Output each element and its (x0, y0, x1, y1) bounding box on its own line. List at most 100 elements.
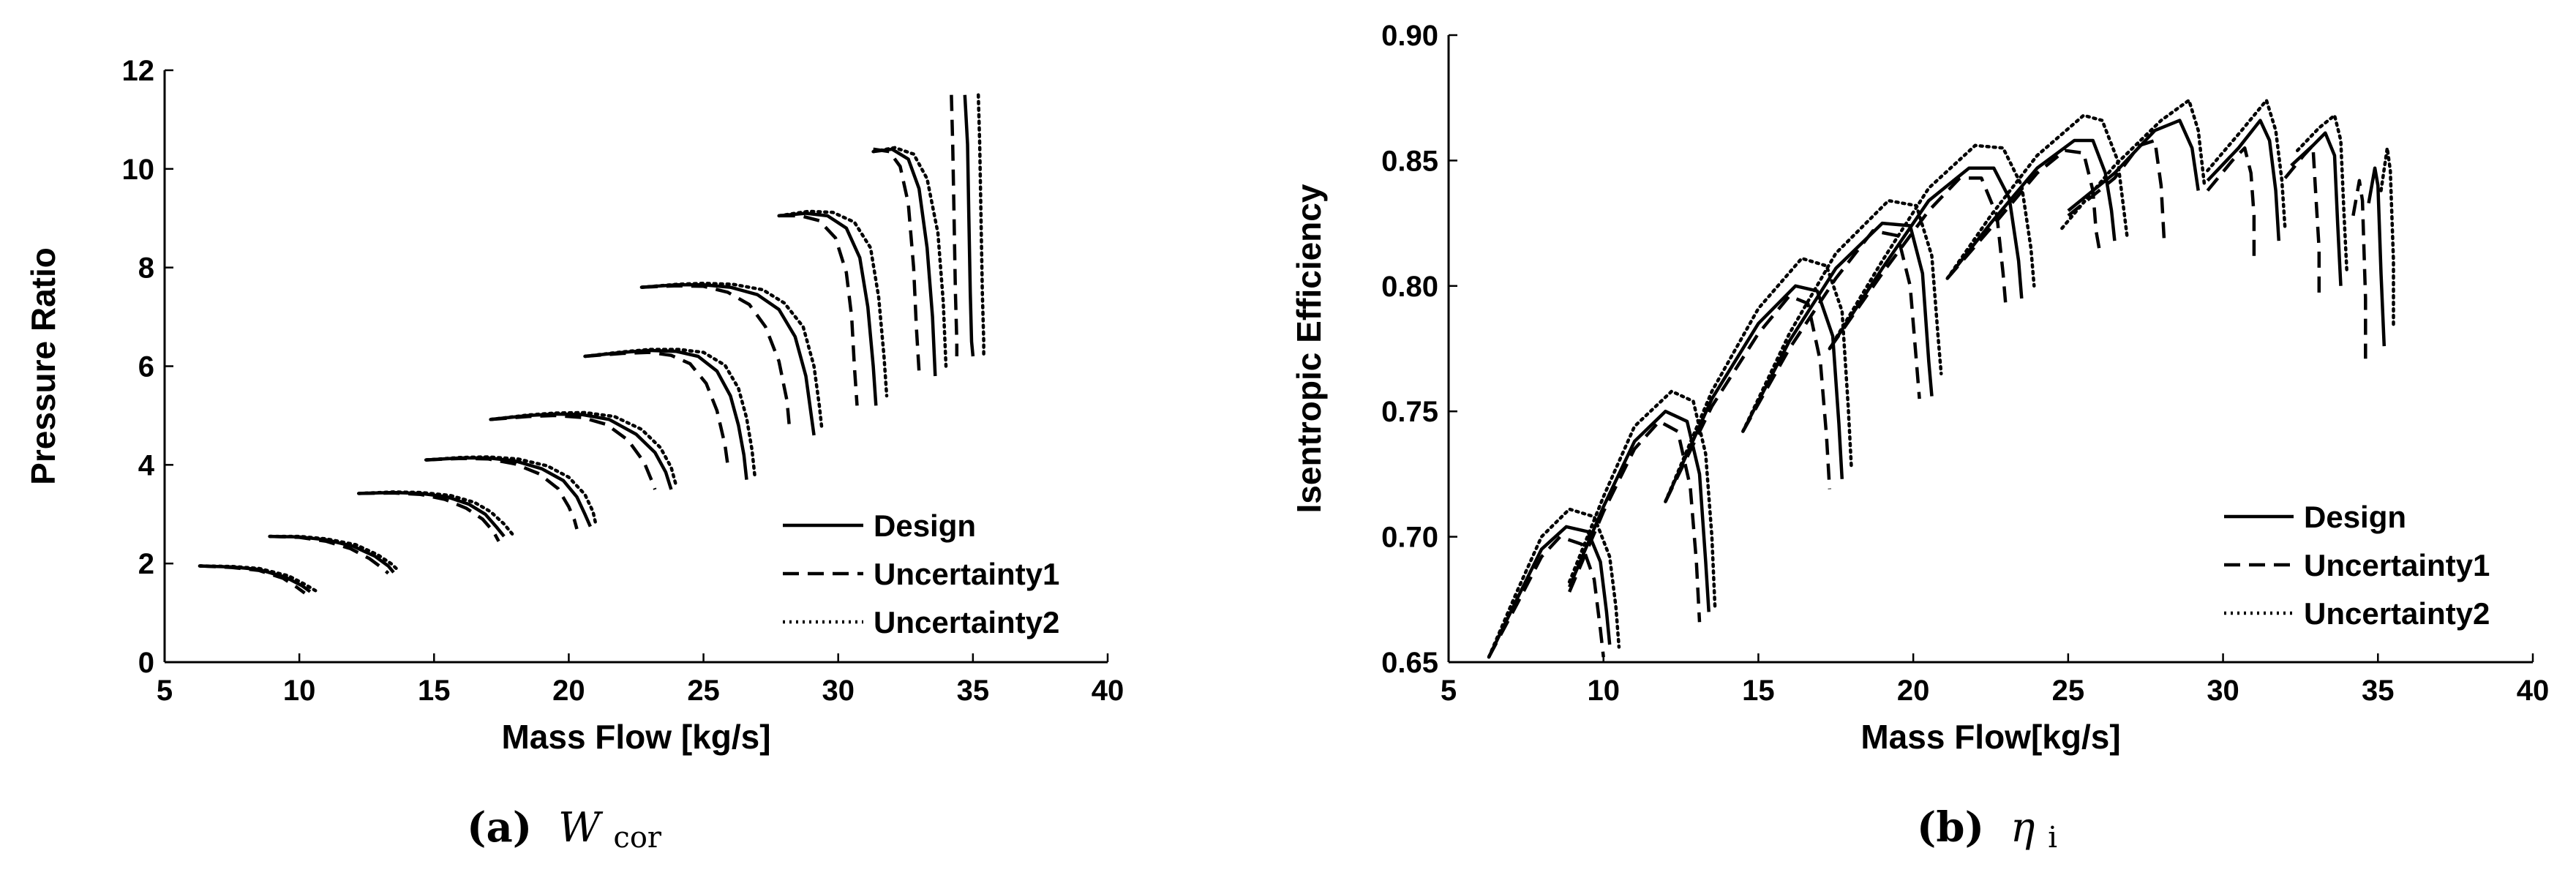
series-uncertainty2-curve-1 (1487, 507, 1621, 659)
x-tick-label: 35 (2362, 675, 2395, 707)
series-design-curve-7 (2067, 119, 2200, 212)
series-design-curve-5 (1828, 166, 2024, 350)
x-tick-label: 10 (1587, 675, 1620, 707)
series-uncertainty1-curve-3 (1664, 294, 1832, 503)
series-uncertainty2-curve-5 (1828, 143, 2036, 350)
caption-b-symbol: η (2010, 804, 2035, 852)
series-uncertainty2-curve-1 (198, 564, 318, 593)
y-tick-label: 0.70 (1381, 522, 1438, 554)
series-design-curve-4 (426, 456, 592, 528)
y-tick-label: 4 (138, 449, 155, 481)
legend-label-design: Design (874, 509, 976, 543)
series-uncertainty1-curve-9 (2283, 143, 2321, 296)
series-uncertainty1-curve-1 (1487, 535, 1605, 658)
y-tick-label: 0 (138, 647, 154, 679)
series-uncertainty1-curve-6 (585, 350, 729, 465)
y-tick-label: 10 (122, 154, 155, 186)
x-tick-label: 15 (418, 675, 451, 707)
series-uncertainty2-curve-4 (1741, 198, 1943, 433)
y-axis-label: Pressure Ratio (24, 247, 62, 485)
series-uncertainty2-curve-5 (489, 410, 678, 489)
series-uncertainty1-curve-7 (2067, 138, 2166, 241)
x-tick-label: 25 (2052, 675, 2085, 707)
series-uncertainty1-curve-2 (1568, 419, 1702, 623)
x-tick-label: 30 (822, 675, 855, 707)
series-uncertainty2-curve-9 (2295, 113, 2349, 275)
series-uncertainty1-curve-7 (641, 284, 792, 431)
series-uncertainty1-curve-6 (1945, 149, 2101, 279)
series-design-curve-4 (1741, 221, 1934, 432)
series-design-curve-6 (1945, 138, 2117, 279)
caption-b: (b) η i (1917, 803, 2057, 855)
legend-label-uncertainty2: Uncertainty2 (2304, 596, 2490, 631)
legend-label-uncertainty1: Uncertainty1 (874, 557, 1059, 591)
x-tick-label: 25 (687, 675, 720, 707)
series-design-curve-3 (358, 490, 506, 538)
series-design-curve-10 (2367, 166, 2387, 347)
x-tick-label: 40 (2517, 675, 2550, 707)
x-tick-label: 40 (1092, 675, 1124, 707)
series-design-curve-8 (778, 211, 878, 406)
y-tick-label: 0.90 (1381, 20, 1438, 52)
x-axis-label: Mass Flow [kg/s] (501, 718, 770, 756)
series-uncertainty2-curve-4 (424, 455, 598, 526)
series-uncertainty1-curve-5 (490, 413, 657, 490)
series-uncertainty1-curve-3 (358, 491, 500, 542)
y-tick-label: 0.80 (1381, 271, 1438, 303)
series-uncertainty1-curve-8 (778, 214, 859, 406)
series-uncertainty1-curve-9 (873, 147, 921, 372)
series-uncertainty2-curve-6 (583, 348, 756, 477)
caption-a-symbol: W (558, 804, 604, 852)
x-tick-label: 35 (957, 675, 990, 707)
x-tick-label: 30 (2207, 675, 2239, 707)
chart-panel-b: 5 10 15 20 25 30 35 40 0.65 0.70 0.75 0.80 0.85 0.90 M… (1290, 20, 2549, 756)
series-uncertainty2-curve-9 (871, 146, 948, 368)
series-uncertainty2-curve-8 (2206, 98, 2287, 230)
caption-b-subscript: i (2048, 821, 2057, 855)
x-tick-label: 5 (1441, 675, 1457, 707)
y-tick-label: 6 (138, 351, 154, 383)
series-uncertainty2-curve-8 (777, 209, 889, 398)
x-tick-label: 20 (1897, 675, 1930, 707)
series-uncertainty2-curve-7 (2060, 98, 2207, 230)
x-tick-label: 5 (157, 675, 173, 707)
series-uncertainty1-curve-4 (426, 457, 579, 530)
series-uncertainty2-curve-7 (639, 281, 824, 432)
x-tick-label: 10 (283, 675, 316, 707)
y-tick-label: 0.75 (1381, 396, 1438, 428)
x-tick-label: 15 (1742, 675, 1775, 707)
legend-label-design: Design (2304, 500, 2406, 534)
legend-label-uncertainty2: Uncertainty2 (874, 605, 1059, 639)
series-uncertainty2-curve-6 (1945, 113, 2129, 280)
caption-a-letter: (a) (467, 803, 532, 852)
x-axis-label: Mass Flow[kg/s] (1860, 718, 2120, 756)
caption-b-letter: (b) (1917, 803, 1984, 852)
series-uncertainty1-curve-8 (2206, 146, 2256, 256)
series-uncertainty2-curve-2 (268, 534, 401, 573)
y-tick-label: 12 (122, 55, 155, 87)
series-design-curve-2 (1568, 409, 1711, 612)
series-uncertainty2-curve-3 (1664, 256, 1853, 503)
series-uncertainty1-curve-4 (1741, 229, 1921, 432)
series-design-curve-3 (1664, 284, 1844, 503)
chart-panel-a: 5 10 15 20 25 30 35 40 0 2 4 6 8 10 12 Mass Flow [kg/s]… (24, 55, 1124, 756)
series-design-curve-1 (1487, 525, 1612, 658)
x-tick-label: 20 (552, 675, 585, 707)
y-tick-label: 2 (138, 548, 154, 580)
series-uncertainty1-curve-10 (2351, 179, 2367, 359)
series-design-curve-5 (490, 412, 673, 490)
series-design-curve-8 (2206, 119, 2281, 241)
y-tick-label: 0.85 (1381, 145, 1438, 177)
series-uncertainty2-curve-2 (1567, 389, 1717, 609)
series-uncertainty1-curve-5 (1828, 176, 2008, 350)
y-tick-label: 0.65 (1381, 647, 1438, 679)
series-design-curve-10 (963, 94, 975, 357)
series-uncertainty1-curve-10 (950, 94, 959, 356)
series-uncertainty2-curve-3 (356, 490, 514, 536)
series-uncertainty2-curve-10 (2379, 146, 2395, 331)
caption-a-subscript: cor (613, 821, 661, 855)
legend-label-uncertainty1: Uncertainty1 (2304, 548, 2490, 582)
y-tick-label: 8 (138, 252, 154, 285)
series-uncertainty2-curve-10 (976, 93, 985, 359)
